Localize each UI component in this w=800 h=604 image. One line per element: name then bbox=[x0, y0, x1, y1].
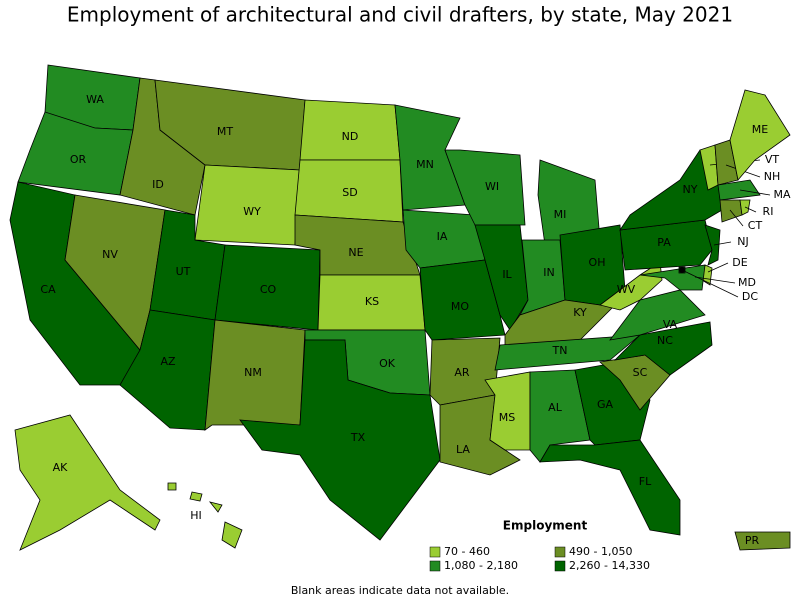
state-shape bbox=[221, 521, 243, 549]
state-label: LA bbox=[456, 443, 470, 456]
state-label: MN bbox=[416, 158, 434, 171]
state-label: RI bbox=[763, 205, 774, 218]
state-label: NC bbox=[657, 334, 673, 347]
state-label: MA bbox=[773, 188, 790, 201]
state-label: MO bbox=[451, 300, 469, 313]
legend-swatch bbox=[429, 546, 441, 558]
legend-swatch bbox=[429, 560, 441, 572]
leader-line bbox=[739, 189, 771, 196]
state-label: AZ bbox=[160, 355, 176, 368]
legend-label: 70 - 460 bbox=[444, 545, 490, 558]
state-label: IN bbox=[543, 266, 554, 279]
state-shape bbox=[704, 224, 721, 266]
state-label: HI bbox=[190, 509, 202, 522]
state-label: AR bbox=[454, 366, 470, 379]
state-label: TN bbox=[552, 344, 568, 357]
map-title: Employment of architectural and civil dr… bbox=[67, 3, 733, 27]
state-label: TX bbox=[350, 431, 366, 444]
legend: 70 - 460 490 - 1,050 1,080 - 2,180 2,260 - … bbox=[429, 545, 650, 572]
state-label: AL bbox=[548, 401, 563, 414]
state-label: NM bbox=[244, 366, 262, 379]
state-label: NV bbox=[102, 248, 118, 261]
state-label: WV bbox=[617, 283, 636, 296]
footnote: Blank areas indicate data not available. bbox=[291, 584, 509, 597]
state-label: WA bbox=[86, 93, 104, 106]
state-label: AK bbox=[53, 461, 69, 474]
state-shape bbox=[189, 491, 203, 502]
state-label: VT bbox=[765, 153, 780, 166]
state-label: DE bbox=[732, 256, 747, 269]
state-label: ND bbox=[342, 130, 359, 143]
state-label: MD bbox=[738, 276, 756, 289]
leader-line bbox=[681, 269, 739, 298]
state-label: ID bbox=[152, 178, 164, 191]
state-label: SC bbox=[633, 366, 648, 379]
state-label: WY bbox=[243, 205, 261, 218]
state-label: OK bbox=[379, 357, 396, 370]
state-label: NJ bbox=[737, 235, 748, 248]
state-shape bbox=[609, 289, 706, 341]
leader-line bbox=[713, 241, 732, 246]
legend-swatch bbox=[554, 546, 566, 558]
state-label: ME bbox=[752, 123, 768, 136]
state-label: IL bbox=[502, 268, 512, 281]
state-label: KS bbox=[365, 295, 379, 308]
states: WA OR CA NV ID MT WY UT AZ CO NM ND SD NE KS OK TX MN IA MO… bbox=[9, 64, 791, 551]
state-label: PR bbox=[745, 534, 760, 547]
state-label: PA bbox=[657, 236, 671, 249]
state-shape bbox=[494, 334, 642, 371]
legend-label: 2,260 - 14,330 bbox=[569, 559, 650, 572]
state-label: OH bbox=[589, 256, 606, 269]
legend-label: 1,080 - 2,180 bbox=[444, 559, 518, 572]
leader-line bbox=[744, 206, 757, 213]
state-label: MT bbox=[217, 125, 233, 138]
state-label: NH bbox=[764, 170, 781, 183]
leader-line bbox=[729, 209, 744, 227]
state-shape bbox=[734, 531, 791, 551]
state-label: CO bbox=[260, 283, 277, 296]
state-label: NE bbox=[348, 246, 363, 259]
state-shape bbox=[167, 482, 177, 491]
state-label: UT bbox=[176, 265, 191, 278]
state-label: GA bbox=[597, 398, 614, 411]
state-label: KY bbox=[573, 306, 587, 319]
state-label: NY bbox=[683, 183, 698, 196]
legend-label: 490 - 1,050 bbox=[569, 545, 632, 558]
state-label: CA bbox=[40, 283, 56, 296]
state-label: CT bbox=[748, 219, 763, 232]
state-label: OR bbox=[70, 153, 87, 166]
state-shape bbox=[739, 199, 751, 216]
state-label: DC bbox=[742, 290, 758, 303]
state-shape bbox=[239, 339, 441, 541]
state-label: WI bbox=[485, 180, 499, 193]
state-shape bbox=[539, 439, 681, 536]
legend-title: Employment bbox=[503, 519, 588, 533]
state-shape bbox=[729, 89, 791, 181]
state-shape bbox=[639, 264, 706, 291]
state-label: MI bbox=[554, 208, 567, 221]
legend-swatch bbox=[554, 560, 566, 572]
state-label: VA bbox=[663, 318, 678, 331]
state-label: IA bbox=[437, 230, 448, 243]
leader-line bbox=[707, 262, 729, 273]
state-label: MS bbox=[499, 411, 515, 424]
state-shape bbox=[717, 179, 761, 201]
state-label: FL bbox=[639, 475, 652, 488]
state-shape bbox=[14, 414, 161, 551]
state-shape bbox=[208, 501, 223, 513]
state-label: SD bbox=[342, 186, 357, 199]
dc-dot bbox=[679, 267, 685, 273]
leader-line bbox=[694, 276, 736, 284]
